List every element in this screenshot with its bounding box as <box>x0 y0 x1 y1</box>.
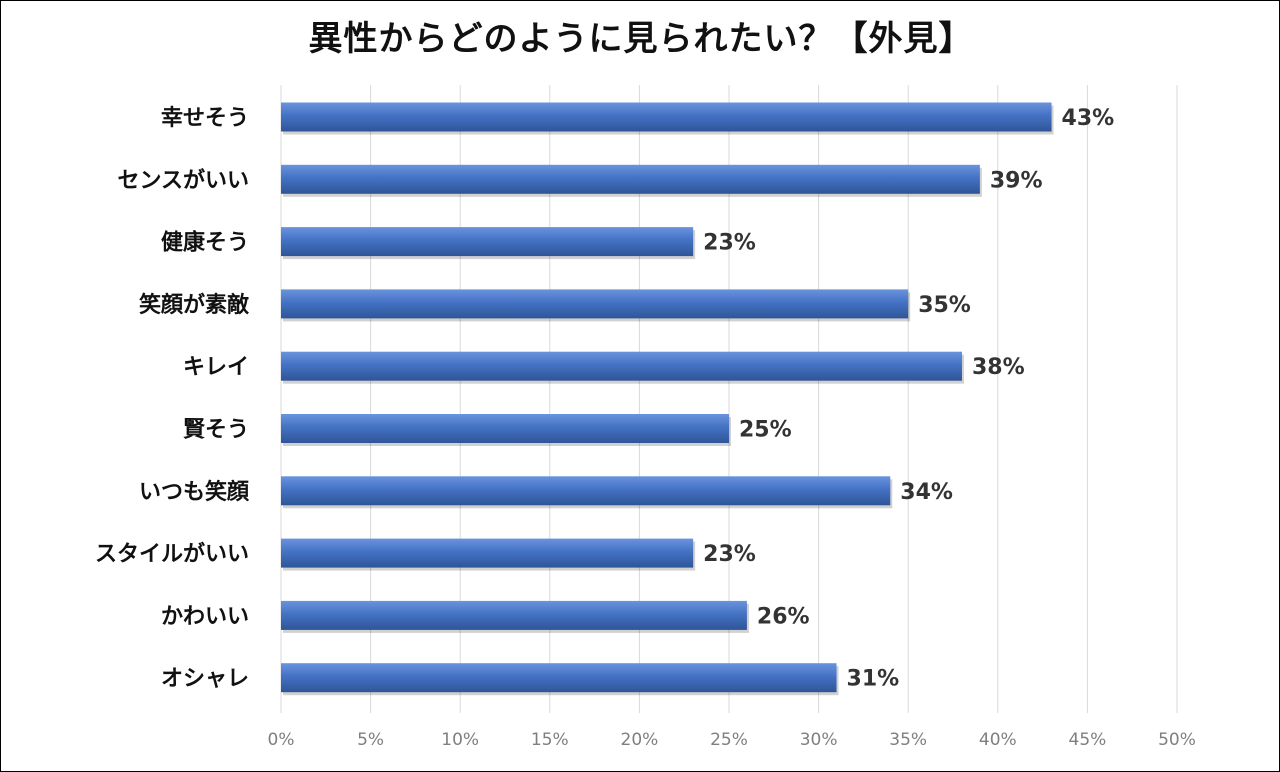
x-tick-label: 30% <box>800 730 838 750</box>
bars <box>281 102 1054 696</box>
x-tick-label: 10% <box>441 730 479 750</box>
data-label: 23% <box>703 542 756 567</box>
labels: 0% 5% 10% 15% 20% 25% 30% 35% 40% 45% 50% 幸せそう 43% セン… <box>95 105 1196 750</box>
data-label: 25% <box>739 418 792 443</box>
data-label: 38% <box>972 355 1025 380</box>
bar <box>281 414 729 443</box>
category-label: 賢そう <box>183 418 249 443</box>
data-label: 26% <box>757 604 810 629</box>
category-label: かわいい <box>161 604 249 629</box>
chart-title: 異性からどのように見られたい？【外見】 <box>308 19 974 59</box>
x-tick-label: 20% <box>621 730 659 750</box>
bar <box>281 164 980 194</box>
bar <box>281 476 891 506</box>
x-tick-label: 0% <box>268 730 295 750</box>
data-label: 43% <box>1062 106 1115 131</box>
bar <box>281 351 962 381</box>
category-label: 笑顔が素敵 <box>139 292 250 318</box>
category-label: オシャレ <box>161 667 249 692</box>
x-tick-label: 35% <box>889 730 927 750</box>
x-tick-label: 5% <box>357 730 384 750</box>
data-label: 34% <box>900 480 953 505</box>
data-label: 39% <box>990 168 1043 193</box>
data-label: 23% <box>703 231 756 256</box>
bar <box>281 102 1052 132</box>
bar <box>281 600 747 630</box>
category-label: 健康そう <box>161 230 249 256</box>
x-tick-label: 45% <box>1069 730 1107 750</box>
data-label: 31% <box>847 667 900 692</box>
category-label: スタイルがいい <box>95 541 249 567</box>
category-label: キレイ <box>183 355 249 380</box>
bar <box>281 289 909 319</box>
data-label: 35% <box>918 293 971 318</box>
bar <box>281 538 694 568</box>
category-label: 幸せそう <box>161 105 249 131</box>
bar <box>281 227 694 257</box>
bar <box>281 663 837 693</box>
x-tick-label: 50% <box>1158 730 1196 750</box>
category-label: いつも笑顔 <box>139 479 250 505</box>
x-tick-label: 25% <box>710 730 748 750</box>
x-tick-label: 40% <box>979 730 1017 750</box>
category-label: センスがいい <box>117 167 249 193</box>
x-tick-label: 15% <box>531 730 569 750</box>
